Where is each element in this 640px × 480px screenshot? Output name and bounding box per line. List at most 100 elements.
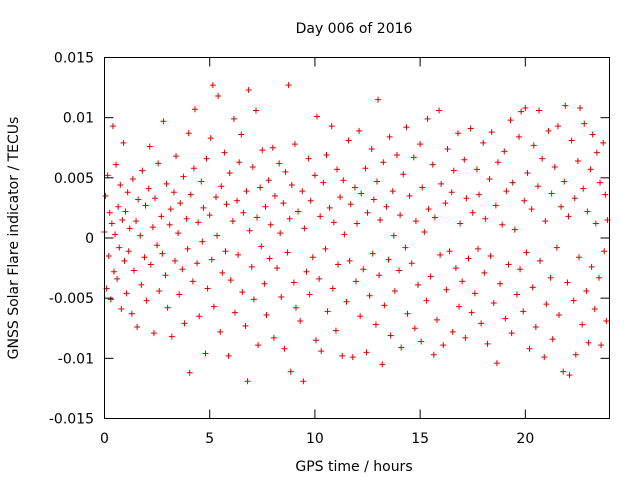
- data-point: [305, 155, 312, 162]
- data-point: [210, 303, 217, 310]
- data-point: [137, 232, 144, 239]
- data-point: [505, 261, 512, 268]
- data-point: [396, 267, 403, 274]
- data-point: [386, 133, 393, 140]
- data-point: [368, 145, 375, 152]
- data-point: [281, 345, 288, 352]
- data-point: [565, 213, 572, 220]
- data-point: [288, 182, 295, 189]
- y-tick-label: 0.015: [54, 51, 94, 67]
- data-point: [261, 280, 268, 287]
- x-tick-label: 5: [205, 431, 214, 447]
- data-point: [229, 218, 236, 225]
- data-point: [119, 216, 126, 223]
- data-point: [589, 131, 596, 138]
- data-point: [389, 188, 396, 195]
- data-point: [551, 164, 558, 171]
- data-point: [587, 166, 594, 173]
- x-tick-label: 20: [516, 431, 534, 447]
- y-tick-label: -0.015: [49, 412, 94, 428]
- data-point: [149, 224, 156, 231]
- data-point: [362, 165, 369, 172]
- data-point: [322, 245, 329, 252]
- data-point: [285, 82, 292, 89]
- data-point: [562, 102, 569, 109]
- data-point: [218, 183, 225, 190]
- data-point: [408, 260, 415, 267]
- data-point: [190, 165, 197, 172]
- data-point: [290, 279, 297, 286]
- data-point: [571, 195, 578, 202]
- data-point: [411, 325, 418, 332]
- data-point: [577, 105, 584, 112]
- data-point: [328, 123, 335, 130]
- data-point: [600, 139, 607, 146]
- data-point: [113, 161, 120, 168]
- data-point: [163, 180, 170, 187]
- y-tick-label: -0.01: [58, 351, 94, 367]
- data-point: [217, 328, 224, 335]
- data-point: [209, 82, 216, 89]
- data-point: [585, 339, 592, 346]
- data-point: [502, 315, 509, 322]
- data-point: [337, 194, 344, 201]
- data-point: [198, 178, 205, 185]
- data-point: [542, 218, 549, 225]
- data-point: [517, 266, 524, 273]
- chart-title: Day 006 of 2016: [296, 21, 413, 37]
- data-point: [335, 261, 342, 268]
- data-point: [145, 185, 152, 192]
- data-point: [175, 230, 182, 237]
- data-point: [490, 299, 497, 306]
- data-point: [267, 221, 274, 228]
- data-point: [455, 130, 461, 137]
- data-point: [507, 117, 514, 124]
- data-point: [128, 310, 135, 317]
- data-point: [105, 253, 112, 260]
- data-point: [155, 160, 162, 167]
- data-point: [499, 221, 506, 228]
- data-point: [286, 215, 293, 222]
- x-axis-label: GPS time / hours: [295, 459, 412, 475]
- data-point: [595, 274, 602, 281]
- data-point: [427, 273, 434, 280]
- data-point: [167, 206, 174, 213]
- data-point: [135, 196, 142, 203]
- data-point: [215, 93, 222, 100]
- data-point: [173, 153, 180, 160]
- data-point: [572, 351, 579, 358]
- data-point: [603, 318, 610, 325]
- data-point: [115, 203, 122, 210]
- data-point: [203, 155, 210, 162]
- data-point: [436, 107, 443, 114]
- data-point: [448, 189, 455, 196]
- data-point: [121, 257, 128, 264]
- data-point: [360, 266, 367, 273]
- data-point: [601, 248, 608, 255]
- data-point: [303, 268, 310, 275]
- data-point: [415, 281, 422, 288]
- data-point: [520, 308, 527, 315]
- data-point: [222, 248, 229, 255]
- data-point: [330, 219, 337, 226]
- data-point: [118, 305, 125, 312]
- data-point: [196, 313, 203, 320]
- data-point: [469, 209, 476, 216]
- data-point: [602, 191, 609, 198]
- data-point: [114, 275, 121, 282]
- data-point: [254, 214, 261, 221]
- data-point: [352, 278, 359, 285]
- data-point: [425, 206, 432, 213]
- data-point: [236, 159, 243, 166]
- data-point: [162, 272, 169, 279]
- data-point: [393, 151, 400, 158]
- data-point: [456, 303, 463, 310]
- x-tick-label: 0: [100, 431, 109, 447]
- data-point: [156, 287, 163, 294]
- data-point: [461, 156, 468, 163]
- data-point: [318, 348, 325, 355]
- data-point: [107, 296, 114, 303]
- data-point: [524, 170, 531, 177]
- data-point: [528, 206, 535, 213]
- data-point: [597, 179, 604, 186]
